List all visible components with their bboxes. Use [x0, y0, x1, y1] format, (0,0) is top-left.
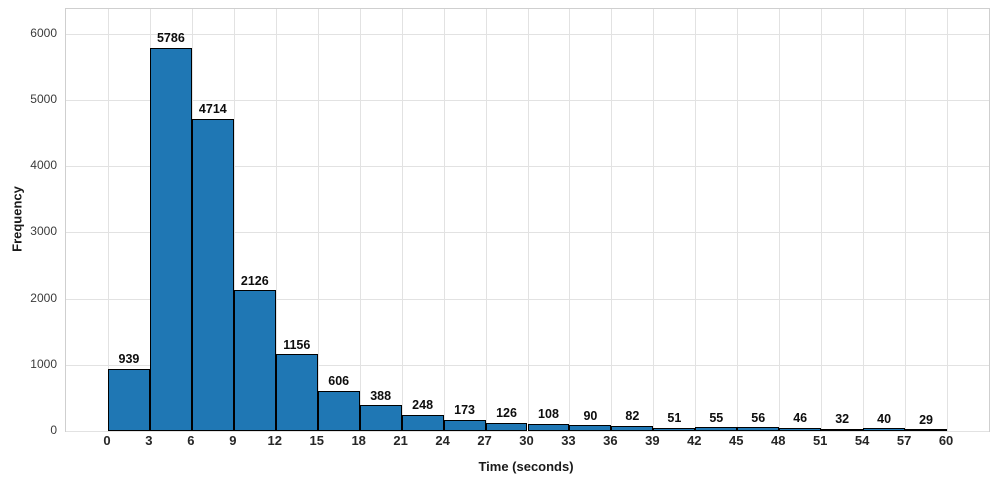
x-gridline	[653, 9, 655, 431]
x-tick-label: 24	[435, 433, 450, 448]
bar-value-label: 108	[538, 407, 559, 422]
bar-value-label: 4714	[198, 102, 227, 117]
x-tick-label: 51	[812, 433, 828, 448]
histogram-bar	[653, 427, 696, 431]
y-axis-label: Frequency	[9, 186, 25, 252]
x-gridline	[317, 9, 319, 431]
histogram-bar	[737, 427, 780, 431]
bar-value-label: 56	[751, 410, 766, 425]
x-tick-label: 15	[309, 433, 324, 448]
histogram-bar	[569, 425, 612, 431]
x-gridline	[611, 9, 613, 431]
histogram-bar	[443, 419, 486, 431]
y-gridline	[66, 298, 989, 300]
x-tick-label: 60	[938, 433, 954, 448]
histogram-bar	[779, 427, 822, 431]
x-gridline	[401, 9, 403, 431]
x-tick-label: 57	[896, 433, 912, 448]
y-tick-label: 0	[50, 423, 57, 437]
bar-value-label: 5786	[156, 31, 185, 46]
histogram-bar	[527, 423, 570, 431]
x-tick-label: 45	[729, 433, 744, 448]
bar-value-label: 388	[370, 388, 392, 403]
y-gridline	[66, 99, 989, 101]
y-tick-label: 4000	[30, 158, 57, 172]
histogram-bar	[317, 390, 360, 431]
y-gridline	[66, 431, 989, 432]
x-gridline	[527, 9, 529, 431]
y-tick-label: 1000	[30, 356, 57, 371]
x-tick-label: 36	[603, 433, 618, 448]
x-tick-label: 42	[687, 433, 702, 448]
bar-value-label: 606	[328, 374, 350, 389]
x-gridline	[821, 9, 823, 431]
x-tick-label: 12	[267, 433, 282, 448]
x-gridline	[275, 9, 277, 431]
x-tick-label: 54	[854, 433, 870, 448]
plot-area: 939 5786 4714 2126 1156 606 388 248 173 126 108 90 8…	[65, 8, 990, 432]
y-gridline	[66, 33, 989, 35]
y-tick-label: 6000	[30, 25, 57, 40]
x-tick-label: 30	[519, 433, 534, 448]
x-tick-label: 27	[477, 433, 492, 448]
x-tick-label: 48	[770, 433, 786, 448]
x-tick-label: 3	[145, 433, 153, 448]
y-gridline	[66, 364, 989, 366]
bar-value-label: 51	[667, 411, 682, 426]
bar-value-label: 32	[835, 412, 850, 427]
x-tick-label: 21	[393, 433, 408, 448]
x-gridline	[107, 9, 109, 431]
histogram-bar	[863, 428, 906, 431]
histogram-bar	[107, 368, 150, 431]
x-gridline	[863, 9, 865, 431]
x-gridline	[905, 9, 907, 431]
histogram-bar	[485, 422, 528, 431]
x-tick-label: 18	[351, 433, 366, 448]
histogram-bar	[191, 118, 234, 431]
bar-value-label: 55	[709, 410, 724, 425]
x-gridline	[947, 9, 949, 431]
y-gridline	[66, 166, 989, 167]
x-axis-label: Time (seconds)	[478, 459, 574, 474]
x-tick-label: 39	[645, 433, 660, 448]
histogram-bar	[821, 428, 864, 431]
x-gridline	[569, 9, 571, 431]
histogram-bar	[611, 425, 654, 431]
bar-value-label: 173	[454, 403, 475, 418]
histogram-bar	[359, 405, 402, 431]
bar-value-label: 248	[412, 398, 434, 413]
x-gridline	[443, 9, 445, 431]
x-tick-label: 9	[229, 433, 237, 448]
x-gridline	[737, 9, 739, 431]
x-gridline	[695, 9, 697, 431]
y-tick-label: 2000	[30, 290, 57, 305]
histogram-bar	[275, 354, 318, 431]
bar-value-label: 46	[793, 411, 808, 426]
y-gridline	[66, 232, 989, 234]
bar-value-label: 2126	[240, 273, 269, 288]
bar-value-label: 126	[496, 406, 517, 421]
bar-value-label: 90	[583, 408, 598, 423]
x-tick-label: 33	[561, 433, 576, 448]
x-tick-label: 6	[187, 433, 195, 448]
x-gridline	[779, 9, 781, 431]
bar-value-label: 29	[919, 412, 934, 427]
bar-value-label: 82	[625, 409, 640, 424]
histogram-bar	[149, 47, 192, 431]
histogram-bar	[401, 414, 444, 431]
x-gridline	[359, 9, 361, 431]
x-gridline	[233, 9, 235, 431]
x-tick-label: 0	[103, 433, 111, 448]
y-tick-label: 3000	[30, 224, 57, 239]
histogram-bar	[905, 429, 948, 431]
x-gridline	[485, 9, 487, 431]
bar-value-label: 939	[118, 352, 140, 367]
histogram-bar	[695, 427, 738, 431]
bar-value-label: 1156	[283, 337, 311, 352]
bar-value-label: 40	[877, 411, 892, 426]
y-tick-label: 5000	[30, 91, 57, 106]
histogram-bar	[233, 290, 276, 431]
